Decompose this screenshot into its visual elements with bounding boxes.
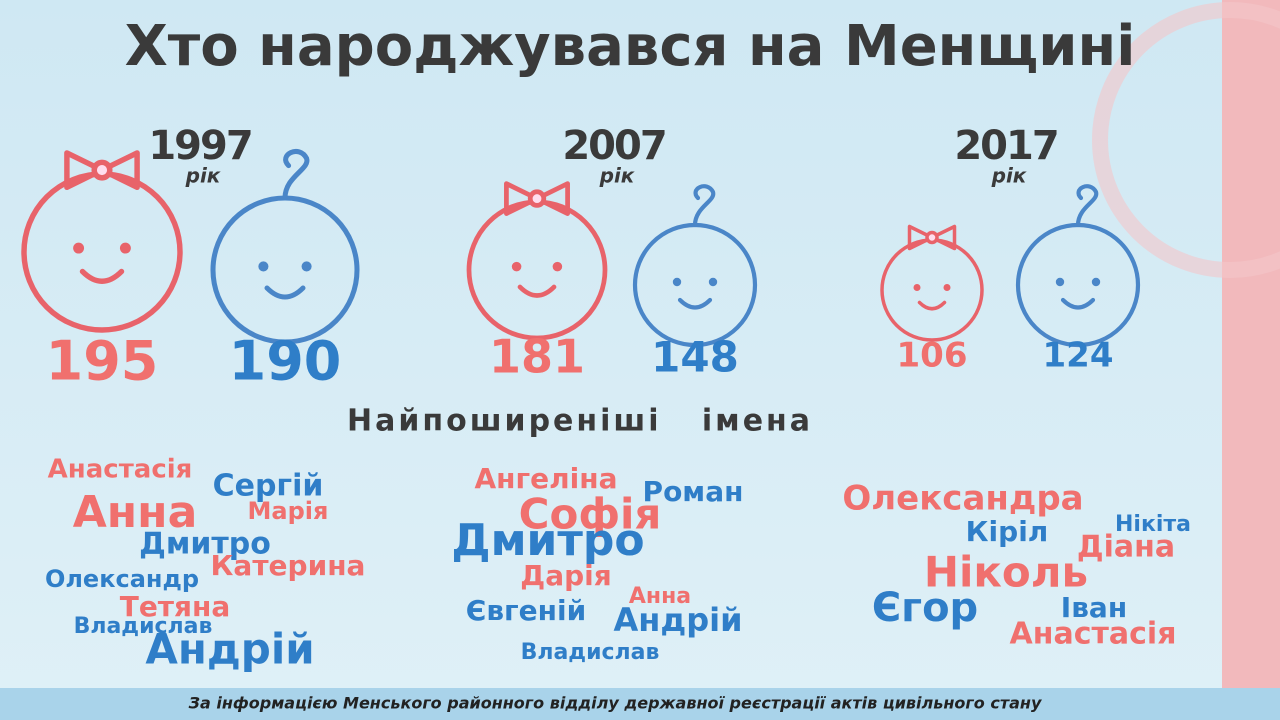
boys-count: 190	[229, 330, 342, 393]
name: Тетяна	[120, 590, 231, 623]
eye	[258, 261, 269, 272]
eye	[301, 261, 312, 272]
mouth	[1060, 297, 1096, 310]
year-unit: рік	[599, 164, 635, 188]
bow	[64, 150, 140, 190]
name: Олександра	[842, 479, 1083, 519]
bow-knot	[91, 159, 113, 181]
name: Марія	[248, 497, 329, 525]
eye	[511, 261, 522, 272]
name: Дарія	[520, 559, 611, 592]
name: Нікіта	[1115, 512, 1191, 537]
bow	[504, 181, 570, 216]
footer-strip	[0, 688, 1280, 720]
mouth	[917, 300, 947, 311]
subtitle: Найпоширеніші імена	[347, 404, 813, 439]
name: Анна	[73, 487, 198, 538]
name: Анастасія	[1010, 617, 1177, 652]
curl	[692, 184, 716, 228]
mouth	[264, 285, 306, 300]
name: Іван	[1061, 591, 1127, 624]
name: Євгеній	[466, 594, 586, 627]
name: Ангеліна	[475, 462, 618, 495]
title: Хто народжувався на Менщині	[125, 14, 1136, 79]
curl	[282, 148, 310, 201]
mouth	[79, 268, 125, 284]
side-strip	[1222, 0, 1280, 688]
eye	[552, 261, 563, 272]
year-unit: рік	[185, 164, 221, 188]
year: 1997	[148, 123, 251, 169]
name: Андрій	[145, 625, 314, 674]
eye	[119, 242, 131, 254]
girls-count: 106	[897, 336, 968, 376]
name: Анастасія	[48, 455, 193, 485]
bow-knot	[925, 230, 939, 245]
footer: За інформацією Менського районного відді…	[188, 694, 1042, 713]
name: Владислав	[74, 614, 213, 639]
name: Андрій	[613, 601, 742, 639]
mouth	[517, 284, 557, 298]
eye	[1055, 277, 1065, 287]
name: Олександр	[45, 565, 199, 593]
bow-knot	[527, 189, 547, 208]
girls-count: 195	[46, 330, 159, 393]
name: Дмитро	[451, 515, 644, 566]
name: Діана	[1077, 530, 1175, 565]
girls-count: 181	[489, 330, 585, 384]
name: Єгор	[872, 585, 978, 631]
name: Анна	[629, 584, 691, 609]
name: Сергій	[213, 469, 324, 504]
curl	[1075, 184, 1099, 228]
eye	[672, 277, 682, 287]
name: Владислав	[521, 640, 660, 665]
eye	[73, 242, 85, 254]
name: Дмитро	[139, 527, 271, 562]
year: 2017	[954, 123, 1057, 169]
year: 2007	[562, 123, 665, 169]
name: Ніколь	[924, 548, 1088, 597]
year-unit: рік	[991, 164, 1027, 188]
name: Катерина	[211, 549, 366, 582]
eye	[1091, 277, 1101, 287]
name: Роман	[643, 475, 744, 508]
boys-count: 124	[1043, 336, 1114, 376]
bow	[907, 224, 957, 251]
name: Кіріл	[966, 515, 1049, 548]
eye	[913, 284, 921, 291]
name: Софія	[519, 490, 662, 539]
eye	[943, 284, 951, 291]
mouth	[677, 297, 713, 310]
eye	[708, 277, 718, 287]
decor-ring	[1092, 2, 1280, 278]
boys-count: 148	[651, 333, 739, 382]
